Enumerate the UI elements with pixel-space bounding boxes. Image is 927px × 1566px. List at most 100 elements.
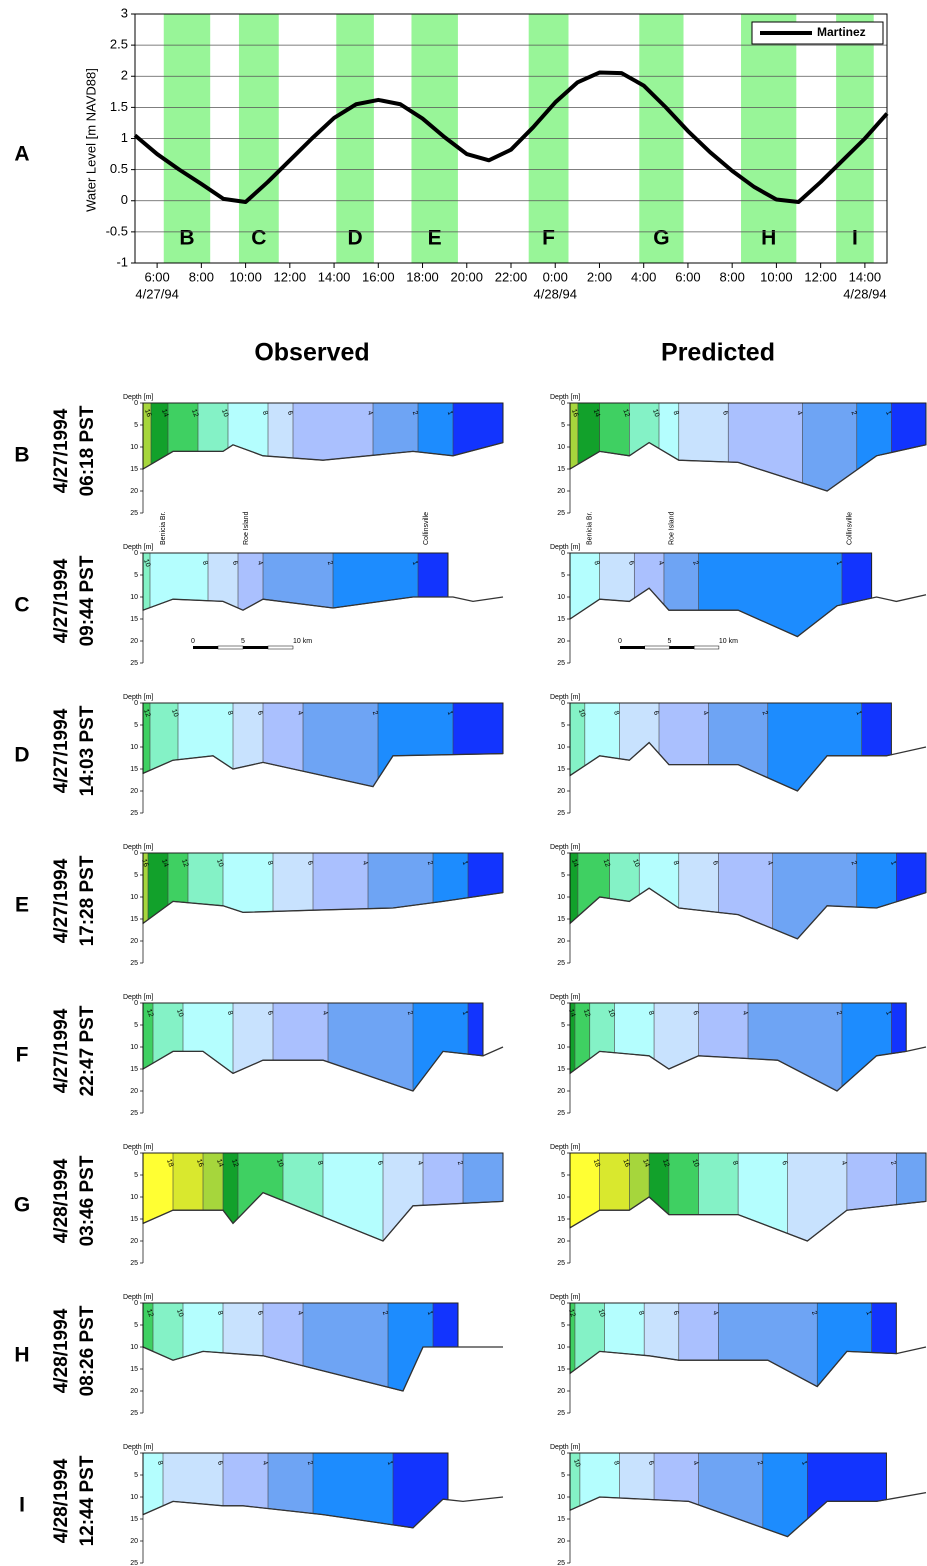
scale-bar-label: 10 km	[293, 638, 312, 645]
salinity-band	[151, 403, 168, 469]
contour-label: 16	[143, 408, 152, 418]
channel-bottom	[569, 741, 927, 792]
salinity-band	[589, 1003, 615, 1091]
salinity-band	[433, 1303, 458, 1391]
section-panel	[143, 403, 503, 469]
depth-axis-label: Depth [m]	[550, 994, 580, 1001]
depth-tick-label: 0	[134, 1450, 138, 1457]
contour-label: 2	[326, 560, 334, 566]
station-label: Benicia Br.	[160, 511, 167, 545]
x-tick-label: 0:00	[543, 269, 568, 284]
salinity-band	[143, 1453, 163, 1528]
y-axis-label: Water Level [m NAVD88]	[83, 68, 98, 212]
depth-tick-label: 20	[130, 1388, 138, 1395]
contour-label: 8	[316, 1160, 324, 1166]
channel-bottom	[142, 596, 504, 611]
scale-bar-segment	[217, 645, 244, 650]
station-label: Roe Island	[243, 511, 250, 545]
salinity-band	[263, 703, 303, 787]
contour-label: 14	[592, 408, 601, 418]
contour-label: 8	[261, 410, 269, 416]
depth-axis-label: Depth [m]	[550, 694, 580, 701]
scale-bar-segment	[669, 646, 695, 649]
contour-label: 12	[142, 708, 151, 718]
contour-label: 4	[361, 860, 369, 866]
scale-bar-segment	[693, 645, 720, 650]
salinity-band	[198, 403, 228, 469]
contour-label: 6	[691, 1010, 699, 1016]
salinity-band	[463, 1153, 503, 1241]
contour-label: 6	[256, 710, 264, 716]
band-label: G	[653, 227, 669, 250]
y-tick-label: -0.5	[106, 223, 128, 238]
depth-tick-label: 15	[130, 466, 138, 473]
contour-label: 1	[461, 860, 469, 866]
salinity-band	[263, 1303, 303, 1391]
salinity-band	[787, 1153, 847, 1241]
contour-label: 1	[426, 1310, 434, 1316]
depth-tick-label: 10	[557, 1194, 565, 1201]
contour-label: 16	[621, 1158, 630, 1168]
salinity-band	[614, 1003, 655, 1091]
salinity-band	[373, 403, 418, 469]
scale-bar-label: 5	[667, 638, 671, 645]
contour-label: 6	[652, 710, 660, 716]
salinity-band	[168, 853, 188, 924]
contour-label: 4	[321, 1010, 329, 1016]
x-tick-label: 4:00	[631, 269, 656, 284]
contour-label: 10	[220, 408, 229, 418]
salinity-band	[143, 853, 148, 924]
salinity-band	[629, 403, 659, 491]
salinity-band	[393, 1453, 448, 1528]
contour-label: 8	[226, 710, 234, 716]
contour-label: 2	[849, 410, 857, 416]
salinity-band	[570, 403, 578, 491]
row-time: 06:18 PST	[77, 405, 98, 496]
depth-tick-label: 5	[561, 1322, 565, 1329]
row-date: 4/28/1994	[51, 1458, 72, 1543]
contour-label: 8	[156, 1460, 164, 1466]
salinity-band	[468, 1003, 483, 1091]
depth-axis-label: Depth [m]	[123, 844, 153, 851]
contour-label: 8	[647, 1010, 655, 1016]
scale-bar-label: 0	[618, 638, 622, 645]
row-date: 4/27/1994	[51, 708, 72, 793]
depth-axis-label: Depth [m]	[123, 1144, 153, 1151]
salinity-band	[891, 403, 926, 491]
depth-tick-label: 20	[557, 1388, 565, 1395]
y-tick-label: 1.5	[110, 99, 128, 114]
salinity-band	[388, 1303, 433, 1391]
contour-label: 1	[386, 1460, 394, 1466]
depth-tick-label: 10	[557, 1494, 565, 1501]
depth-tick-label: 15	[557, 1366, 565, 1373]
depth-tick-label: 20	[130, 638, 138, 645]
salinity-band	[453, 403, 503, 469]
contour-label: 14	[570, 858, 579, 868]
channel-bottom	[569, 587, 927, 638]
legend-box	[751, 21, 884, 45]
salinity-band	[188, 853, 223, 924]
row-time: 14:03 PST	[77, 705, 98, 796]
contour-label: 4	[657, 560, 665, 566]
depth-tick-label: 10	[130, 894, 138, 901]
contour-label: 14	[567, 1008, 576, 1018]
scale-bar-segment	[193, 646, 218, 649]
x-date-label: 4/28/94	[534, 286, 577, 301]
salinity-band	[283, 1153, 323, 1241]
salinity-band	[268, 1453, 313, 1528]
x-tick-label: 8:00	[189, 269, 214, 284]
depth-tick-label: 5	[134, 872, 138, 879]
contour-label: 4	[256, 560, 264, 566]
depth-axis-label: Depth [m]	[550, 1444, 580, 1451]
band-label: B	[179, 227, 194, 250]
salinity-band	[817, 1303, 872, 1387]
contour-label: 2	[835, 1010, 843, 1016]
x-tick-label: 14:00	[849, 269, 882, 284]
y-tick-label: 2	[121, 68, 128, 83]
contour-label: 12	[567, 1308, 576, 1318]
row-label: B	[14, 444, 29, 467]
depth-tick-label: 25	[557, 810, 565, 817]
contour-label: 1	[864, 1310, 872, 1316]
contour-label: 12	[582, 1008, 591, 1018]
salinity-band	[698, 553, 842, 637]
